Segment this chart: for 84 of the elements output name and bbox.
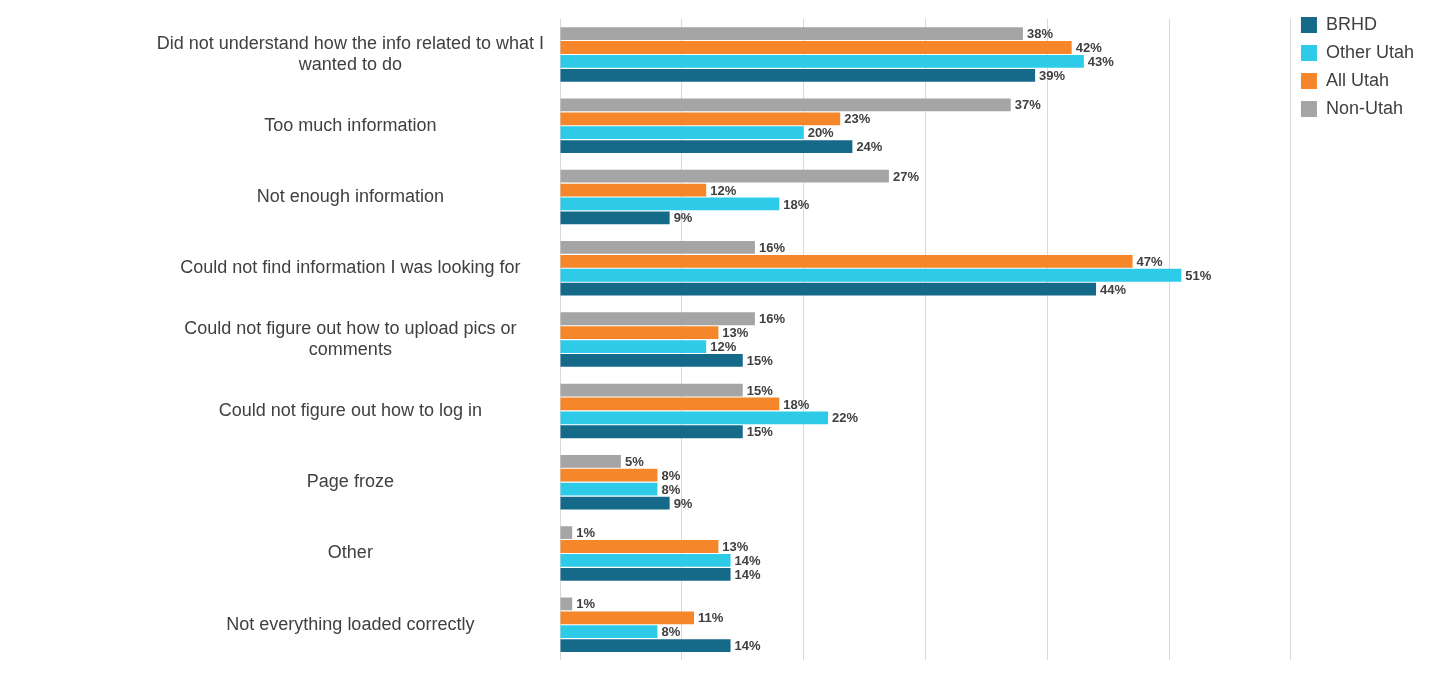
data-label: 9% (673, 495, 693, 511)
data-label: 8% (661, 467, 681, 483)
bar (560, 41, 1072, 54)
data-label: 22% (832, 410, 859, 426)
data-label: 23% (844, 111, 871, 127)
bar (560, 454, 621, 468)
y-tick-label: Could not find information I was looking for (180, 257, 521, 278)
data-label: 13% (722, 325, 749, 341)
bar (560, 383, 743, 397)
y-tick-label: Did not understand how the info related to what I wanted to do (156, 32, 544, 75)
data-label: 13% (722, 539, 749, 555)
bar (560, 241, 755, 254)
data-label: 18% (783, 396, 810, 412)
bar (560, 140, 853, 153)
data-label: 15% (746, 424, 774, 440)
bar (560, 540, 719, 553)
data-label: 51% (1185, 267, 1212, 283)
bar (560, 554, 731, 567)
data-label: 39% (1039, 67, 1066, 83)
bar (560, 312, 755, 326)
bar (560, 268, 1182, 282)
bar (560, 183, 707, 197)
bar (560, 411, 829, 425)
data-label: 15% (746, 382, 774, 398)
y-tick-label: Could not figure out how to log in (218, 399, 482, 420)
data-label: 42% (1075, 40, 1103, 56)
data-label: 16% (758, 240, 786, 256)
bar (560, 169, 889, 183)
data-label: 8% (661, 624, 681, 640)
bar (560, 639, 731, 652)
data-label: 8% (661, 481, 681, 497)
data-label: 37% (1014, 97, 1042, 113)
bar (560, 68, 1036, 82)
bar (560, 282, 1097, 296)
bar (560, 211, 670, 225)
bar (560, 254, 1133, 268)
y-tick-label: Page froze (306, 471, 394, 492)
legend-label: BRHD (1325, 13, 1377, 34)
data-label: 14% (734, 638, 762, 654)
bar (560, 526, 573, 540)
legend-label: All Utah (1325, 69, 1389, 90)
data-label: 38% (1026, 26, 1054, 42)
legend-label: Other Utah (1325, 41, 1415, 62)
bar (560, 112, 841, 126)
bar (560, 425, 743, 439)
data-label: 14% (734, 566, 762, 582)
bar (560, 567, 731, 581)
data-label: 27% (892, 168, 920, 184)
data-label: 47% (1136, 253, 1164, 269)
bar (560, 625, 658, 639)
data-label: 18% (783, 196, 810, 212)
data-label: 12% (710, 182, 737, 198)
y-tick-label: Other (327, 542, 373, 563)
y-tick-label: Not enough information (256, 185, 444, 206)
data-label: 12% (710, 339, 737, 355)
data-label: 43% (1087, 53, 1115, 69)
data-label: 15% (746, 353, 774, 369)
bar (560, 397, 780, 411)
data-label: 11% (698, 610, 724, 626)
bar (560, 340, 707, 353)
bar (560, 326, 719, 340)
data-label: 24% (856, 139, 883, 155)
bar (560, 55, 1084, 68)
data-label: 1% (576, 596, 596, 612)
bar (560, 197, 780, 211)
data-label: 14% (734, 553, 762, 568)
legend-label: Non-Utah (1325, 97, 1404, 118)
bar (560, 98, 1011, 112)
y-tick-label: Could not figure out how to upload pics or comments (184, 317, 517, 360)
bar (560, 354, 743, 367)
bar (560, 27, 1023, 40)
y-tick-label: Too much information (264, 114, 437, 135)
bar (560, 496, 670, 510)
data-label: 44% (1100, 281, 1127, 297)
data-label: 9% (673, 210, 693, 226)
data-label: 16% (758, 311, 786, 327)
y-tick-label: Not everything loaded correctly (226, 613, 475, 634)
bar (560, 468, 658, 482)
data-label: 5% (624, 453, 645, 469)
data-label: 20% (807, 125, 835, 141)
bar (560, 611, 695, 625)
data-label: 1% (576, 525, 596, 541)
bar (560, 126, 804, 140)
bar (560, 482, 658, 496)
